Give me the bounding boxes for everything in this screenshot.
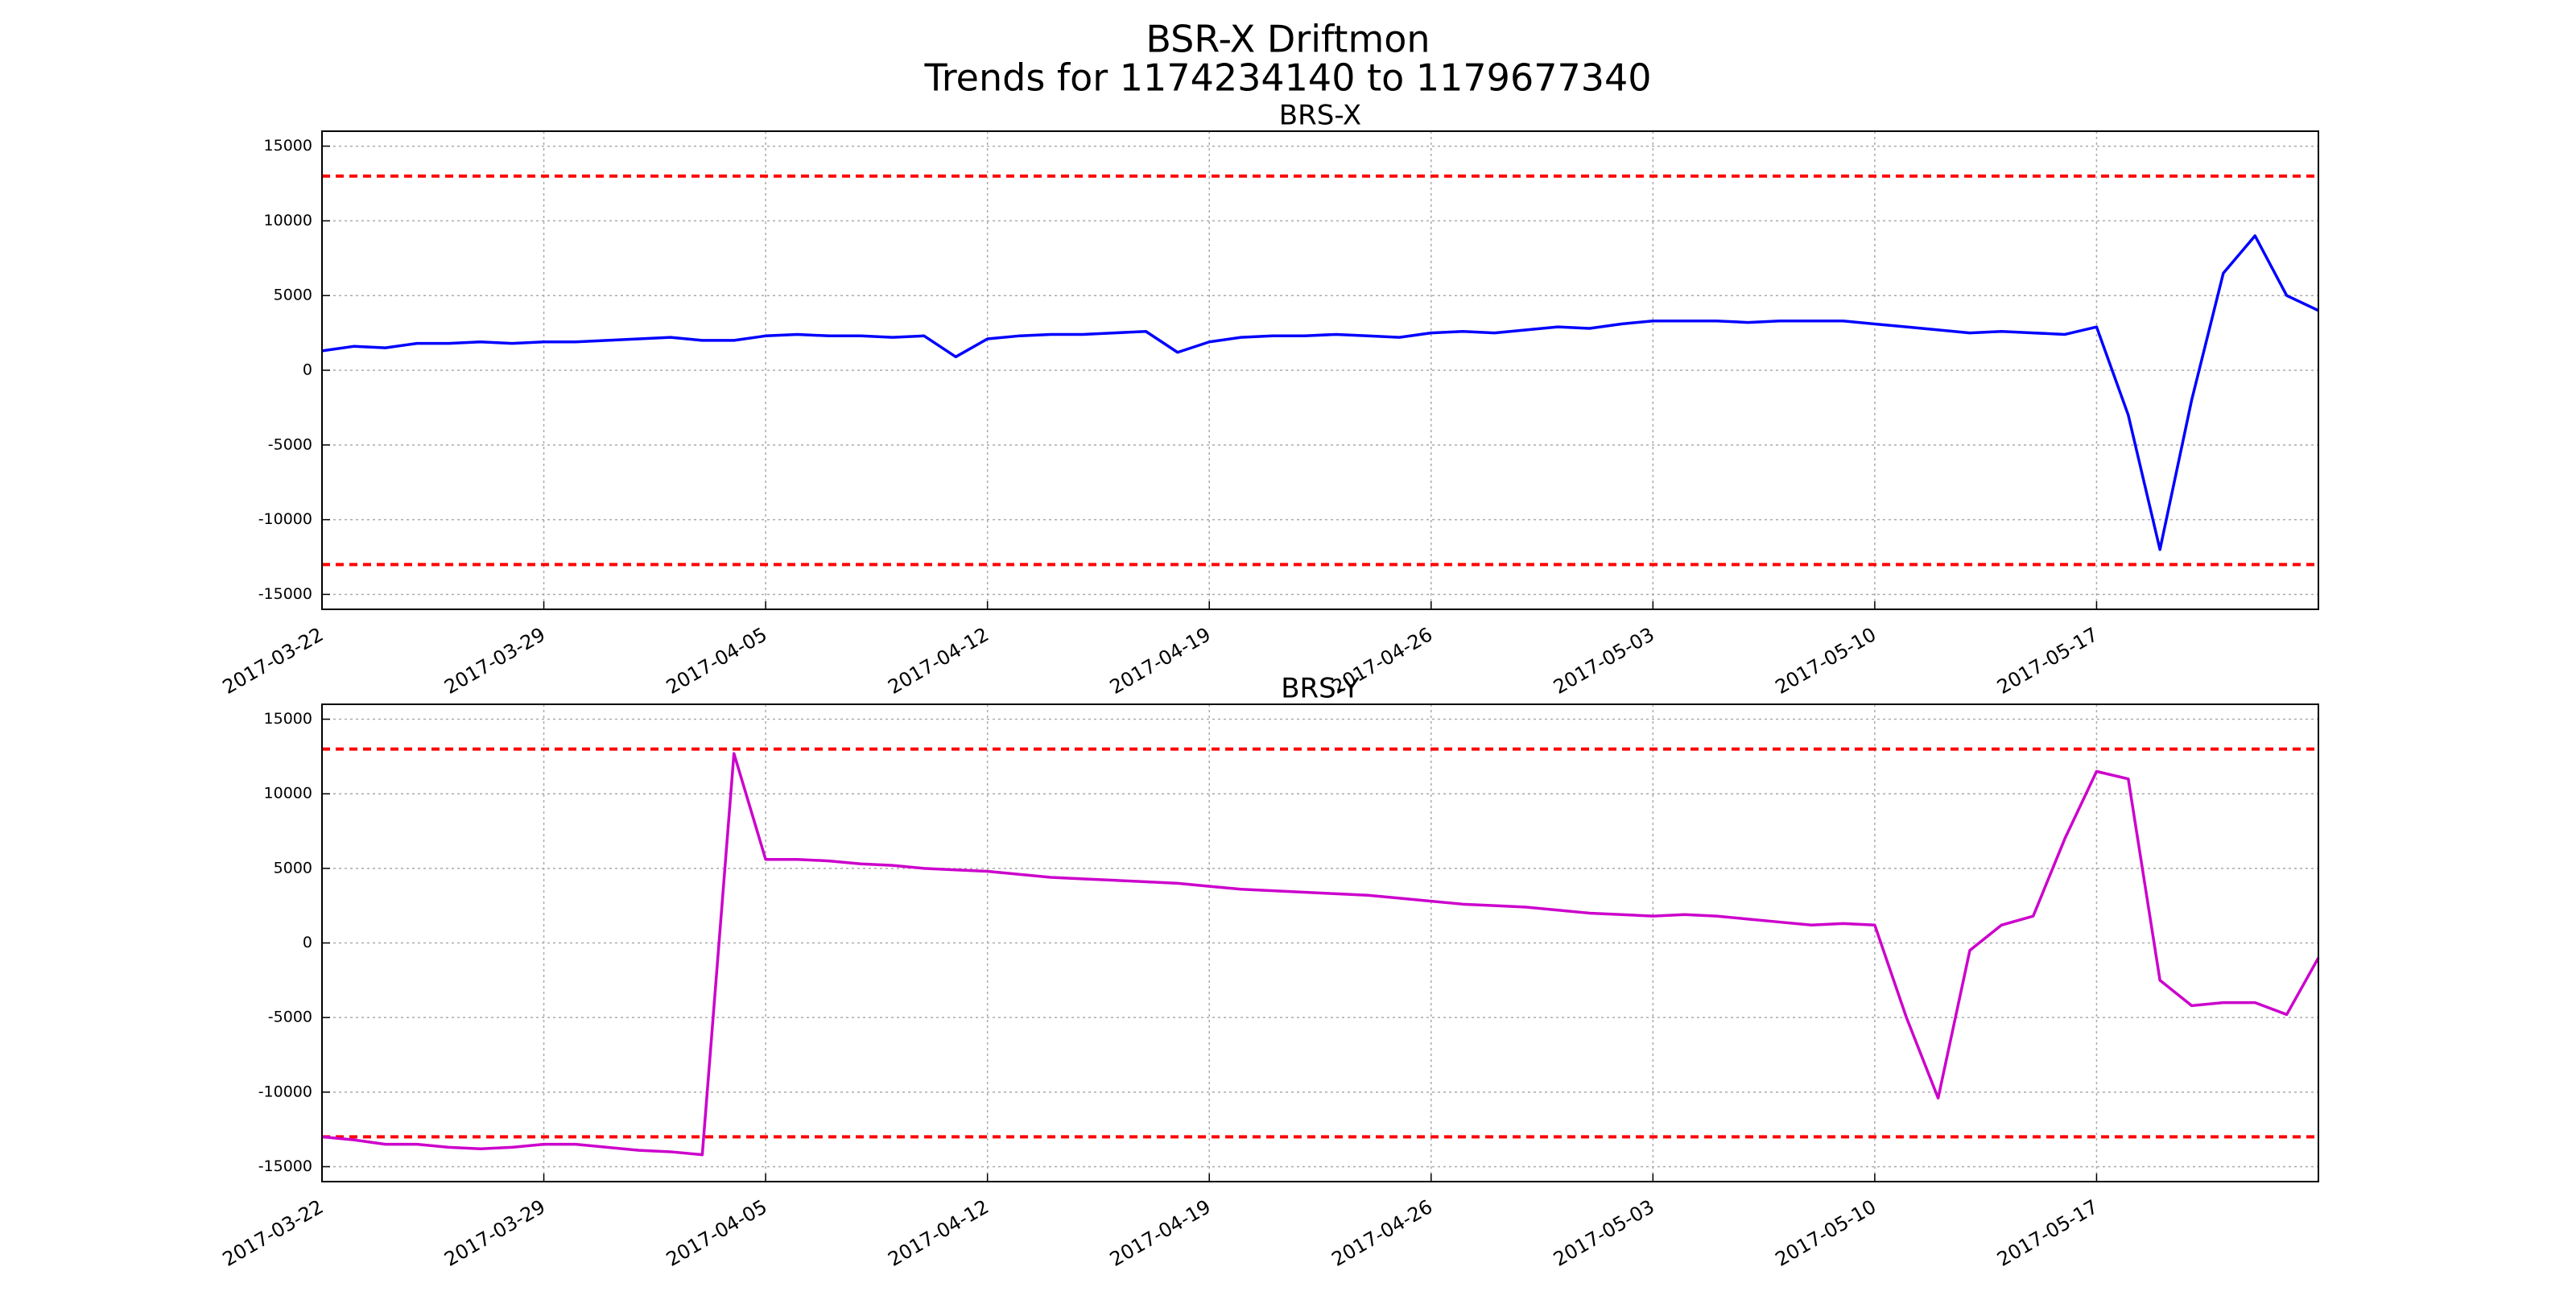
y-tick-label: -10000 xyxy=(258,510,312,528)
y-tick-label: 0 xyxy=(303,361,312,379)
y-tick-label: 15000 xyxy=(264,137,312,155)
y-tick-label: -10000 xyxy=(258,1083,312,1100)
y-tick-label: -15000 xyxy=(258,1157,312,1175)
chart-title: BRS-Y xyxy=(1281,673,1360,705)
y-tick-label: 10000 xyxy=(264,212,312,229)
y-tick-label: -5000 xyxy=(268,1009,312,1026)
data-line xyxy=(321,752,2320,1157)
y-tick-label: 5000 xyxy=(274,859,312,877)
y-tick-label: 5000 xyxy=(274,287,312,304)
y-tick-label: 15000 xyxy=(264,710,312,728)
figure-subtitle: Trends for 1174234140 to 1179677340 xyxy=(923,56,1651,100)
plot-frame xyxy=(321,703,2319,1182)
figure-title: BSR-X Driftmon xyxy=(1146,18,1430,61)
plot-frame xyxy=(321,130,2319,610)
chart-title: BRS-X xyxy=(1279,100,1361,132)
y-tick-label: 0 xyxy=(303,934,312,951)
y-tick-label: 10000 xyxy=(264,785,312,802)
y-tick-label: -5000 xyxy=(268,435,312,453)
data-line xyxy=(321,234,2319,551)
y-tick-label: -15000 xyxy=(258,585,312,603)
